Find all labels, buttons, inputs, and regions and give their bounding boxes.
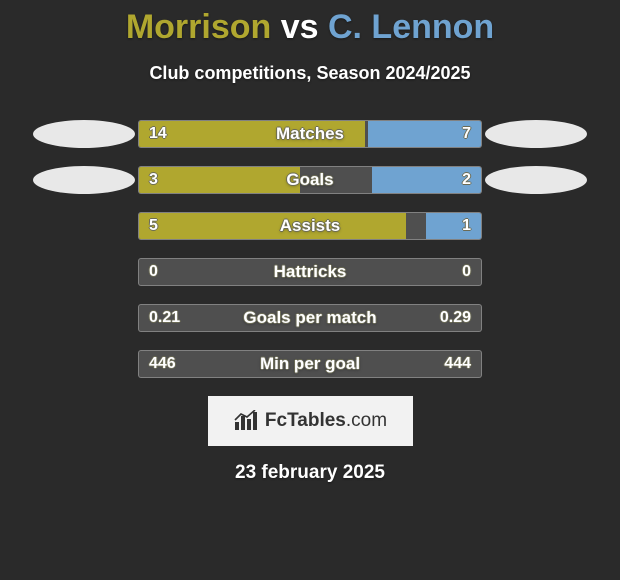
stat-value-left: 446 <box>149 355 176 373</box>
left-badge-slot <box>30 166 138 194</box>
logo-text: FcTables.com <box>265 410 387 432</box>
team-badge-left <box>33 166 135 194</box>
stat-bar: 446 444 Min per goal <box>138 350 482 378</box>
page-title: Morrison vs C. Lennon <box>0 0 620 47</box>
title-left: Morrison <box>126 8 271 46</box>
stat-value-left: 0 <box>149 263 158 281</box>
stat-value-right: 0 <box>462 263 471 281</box>
team-badge-left <box>33 120 135 148</box>
stat-value-right: 0.29 <box>440 309 471 327</box>
stat-bar: 0 0 Hattricks <box>138 258 482 286</box>
stat-row: 0 0 Hattricks <box>0 258 620 286</box>
logo-box: FcTables.com <box>208 396 413 446</box>
left-badge-slot <box>30 120 138 148</box>
stat-value-right: 444 <box>444 355 471 373</box>
stat-label: Goals <box>286 170 333 190</box>
team-badge-right <box>485 120 587 148</box>
title-vs: vs <box>271 8 328 46</box>
stat-label: Goals per match <box>243 308 376 328</box>
stat-bar-right-fill <box>426 213 481 239</box>
stat-row: 446 444 Min per goal <box>0 350 620 378</box>
stat-bar-left-fill <box>139 213 406 239</box>
stat-row: 3 2 Goals <box>0 166 620 194</box>
right-badge-slot <box>482 120 590 148</box>
right-badge-slot <box>482 166 590 194</box>
stat-bar: 0.21 0.29 Goals per match <box>138 304 482 332</box>
stat-label: Hattricks <box>274 262 347 282</box>
stat-bar-left-fill <box>139 167 300 193</box>
logo-domain: .com <box>346 410 387 431</box>
stats-container: 14 7 Matches 3 2 Goals 5 1 Assists 0 0 Hattricks 0.2… <box>0 120 620 378</box>
stat-value-right: 1 <box>462 217 471 235</box>
chart-icon <box>233 410 259 432</box>
stat-bar: 14 7 Matches <box>138 120 482 148</box>
stat-value-right: 7 <box>462 125 471 143</box>
title-right: C. Lennon <box>328 8 494 46</box>
stat-value-left: 5 <box>149 217 158 235</box>
stat-value-left: 0.21 <box>149 309 180 327</box>
stat-bar: 5 1 Assists <box>138 212 482 240</box>
logo-brand: FcTables <box>265 410 346 431</box>
stat-label: Assists <box>280 216 340 236</box>
team-badge-right <box>485 166 587 194</box>
stat-value-right: 2 <box>462 171 471 189</box>
stat-bar: 3 2 Goals <box>138 166 482 194</box>
stat-label: Matches <box>276 124 344 144</box>
date-label: 23 february 2025 <box>0 462 620 484</box>
stat-label: Min per goal <box>260 354 360 374</box>
stat-row: 5 1 Assists <box>0 212 620 240</box>
subtitle: Club competitions, Season 2024/2025 <box>0 63 620 84</box>
stat-row: 0.21 0.29 Goals per match <box>0 304 620 332</box>
stat-row: 14 7 Matches <box>0 120 620 148</box>
stat-value-left: 14 <box>149 125 167 143</box>
stat-value-left: 3 <box>149 171 158 189</box>
